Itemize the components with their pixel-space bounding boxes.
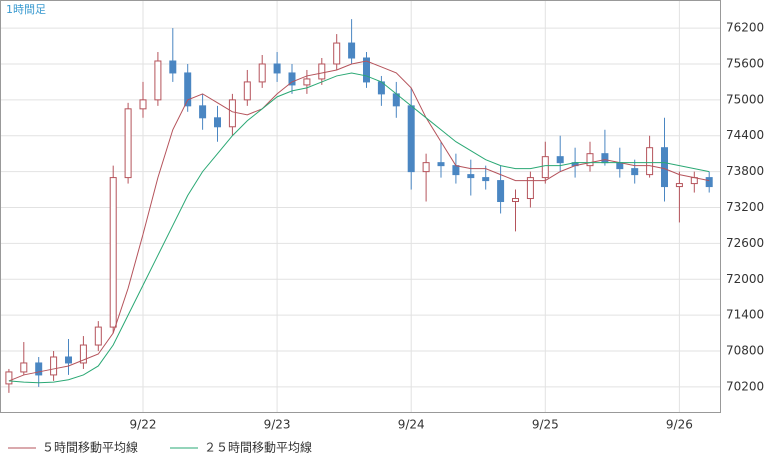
candle-body <box>214 117 221 128</box>
y-tick-label: 71400 <box>726 308 764 322</box>
candle-body <box>482 177 490 182</box>
candle-body <box>601 153 609 164</box>
legend-label: ５時間移動平均線 <box>42 440 138 455</box>
x-tick-label: 9/23 <box>264 418 291 432</box>
y-tick-label: 76200 <box>726 21 764 35</box>
candle-body <box>437 162 445 167</box>
candle-body <box>228 99 236 128</box>
candle-body <box>109 177 117 328</box>
candle-body <box>139 99 147 110</box>
candle-body <box>452 165 460 176</box>
candle-body <box>50 356 58 376</box>
candle-body <box>65 356 72 364</box>
candle-body <box>169 60 177 74</box>
candle-body <box>258 63 266 83</box>
moving-average-line <box>8 72 710 384</box>
y-tick-label: 72000 <box>726 272 764 286</box>
candle-body <box>273 63 281 74</box>
candle-body <box>154 60 162 101</box>
x-tick-label: 9/22 <box>130 418 157 432</box>
candle-body <box>124 108 132 179</box>
y-tick-label: 72600 <box>726 236 764 250</box>
y-tick-label: 73800 <box>726 164 764 178</box>
candle-body <box>5 371 13 385</box>
candle-body <box>318 63 326 80</box>
candle-body <box>20 362 28 373</box>
candle-body <box>303 78 311 86</box>
candle-body <box>631 168 639 176</box>
candle-body <box>348 42 356 59</box>
chart-title: 1時間足 <box>6 3 46 16</box>
candle-body <box>407 105 415 173</box>
candle-body <box>79 344 87 364</box>
candle-body <box>94 326 102 346</box>
candle-body <box>646 147 654 176</box>
candle-body <box>497 180 505 203</box>
candle-body <box>541 156 549 179</box>
candle-body <box>184 72 192 107</box>
candle-body <box>526 177 534 200</box>
y-tick-label: 73200 <box>726 200 764 214</box>
y-tick-label: 70800 <box>726 344 764 358</box>
x-tick-label: 9/25 <box>532 418 559 432</box>
candle-body <box>333 42 341 65</box>
x-tick-label: 9/24 <box>398 418 425 432</box>
y-tick-label: 74400 <box>726 128 764 142</box>
x-tick-label: 9/26 <box>666 418 693 432</box>
candle-body <box>363 57 370 83</box>
candle-body <box>556 156 564 164</box>
y-tick-label: 70200 <box>726 379 764 393</box>
candle-body <box>467 174 475 179</box>
candle-body <box>199 105 207 119</box>
candle-body <box>586 153 594 167</box>
candle-body <box>661 147 668 188</box>
candle-body <box>512 198 519 203</box>
candle-body <box>705 177 713 188</box>
y-tick-label: 75000 <box>726 92 764 106</box>
candle-body <box>288 72 296 86</box>
candle-body <box>243 81 251 101</box>
candle-body <box>675 183 683 188</box>
y-tick-label: 75600 <box>726 56 764 70</box>
legend-label: ２５時間移動平均線 <box>204 440 312 455</box>
candle-body <box>422 162 430 173</box>
candle-body <box>35 362 43 376</box>
plot-frame <box>0 0 721 413</box>
